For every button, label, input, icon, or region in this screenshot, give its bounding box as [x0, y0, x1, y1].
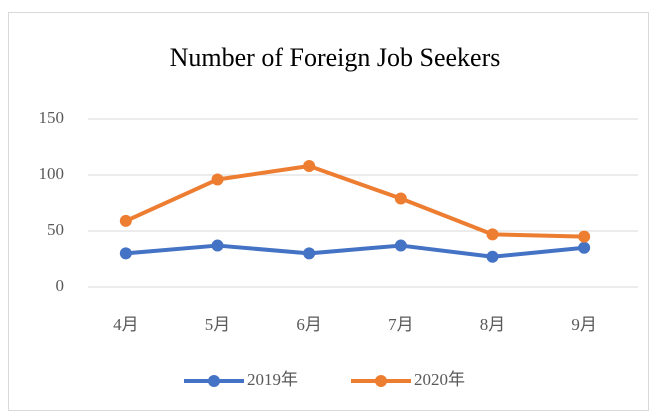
x-tick-label: 9月: [571, 315, 597, 334]
x-tick-label: 4月: [113, 315, 139, 334]
point: [211, 173, 224, 186]
y-tick-label: 0: [56, 276, 65, 295]
y-tick-label: 50: [47, 220, 64, 239]
point: [578, 241, 591, 254]
point: [119, 214, 132, 227]
point: [578, 230, 591, 243]
y-tick-label: 150: [39, 108, 65, 127]
x-tick-label: 6月: [296, 315, 322, 334]
point: [211, 239, 224, 252]
point: [303, 160, 316, 173]
x-tick-label: 7月: [388, 315, 414, 334]
series-line: [125, 243, 585, 259]
point: [394, 192, 407, 205]
chart-title: Number of Foreign Job Seekers: [170, 43, 501, 72]
x-tick-label: 8月: [480, 315, 506, 334]
chart-border: [8, 12, 649, 411]
legend-marker: [208, 375, 220, 387]
point: [119, 247, 132, 260]
legend-label: 2020年: [414, 370, 465, 389]
x-tick-label: 5月: [205, 315, 231, 334]
legend-label: 2019年: [247, 370, 298, 389]
series-line: [125, 164, 585, 239]
y-tick-label: 100: [39, 164, 65, 183]
point: [394, 239, 407, 252]
point: [486, 228, 499, 241]
legend-marker: [375, 375, 387, 387]
point: [303, 247, 316, 260]
point: [486, 250, 499, 263]
